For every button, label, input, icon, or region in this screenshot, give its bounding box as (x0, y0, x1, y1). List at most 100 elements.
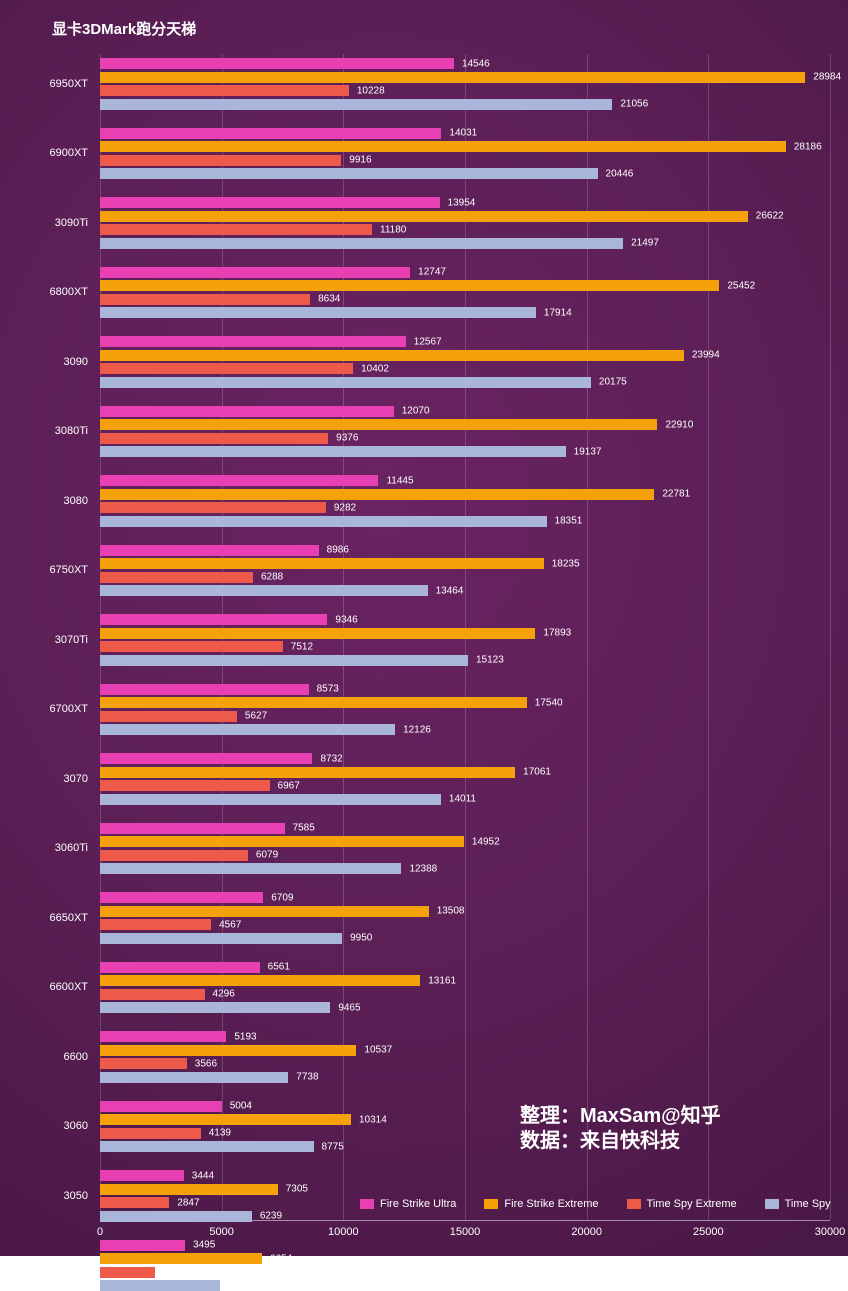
chart-canvas: 0500010000150002000025000300006950XT1454… (0, 0, 848, 1256)
legend-swatch (360, 1199, 374, 1209)
y-axis-label: 6600XT (0, 981, 88, 993)
bar-value-label: 15123 (476, 655, 504, 666)
bar-tse (100, 294, 310, 305)
bar-value-label: 17540 (535, 697, 563, 708)
bar-value-label: 8634 (318, 294, 340, 305)
bar-value-label: 6079 (256, 850, 278, 861)
bar-tse (100, 1197, 169, 1208)
bar-value-label: 6239 (260, 1211, 282, 1222)
bar-fsu (100, 1101, 222, 1112)
y-axis-label: 3080Ti (0, 425, 88, 437)
bar-tse (100, 363, 353, 374)
bar-fse (100, 1045, 356, 1056)
bar-tse (100, 641, 283, 652)
legend-item-fsu: Fire Strike Ultra (360, 1198, 456, 1210)
bar-value-label: 2847 (177, 1197, 199, 1208)
y-axis-label: 6650XT (0, 912, 88, 924)
bar-ts (100, 1072, 288, 1083)
bar-fsu (100, 753, 312, 764)
bar-value-label: 3444 (192, 1170, 214, 1181)
bar-value-label: 19137 (574, 446, 602, 457)
bar-ts (100, 933, 342, 944)
legend-label: Fire Strike Ultra (380, 1198, 456, 1210)
bar-tse (100, 85, 349, 96)
legend-swatch (765, 1199, 779, 1209)
bar-fsu (100, 614, 327, 625)
y-axis-label: 3080 (0, 495, 88, 507)
bar-value-label: 9376 (336, 433, 358, 444)
bar-fse (100, 211, 748, 222)
bar-fsu (100, 336, 406, 347)
bar-value-label: 8732 (320, 753, 342, 764)
y-axis-label: 3090Ti (0, 217, 88, 229)
bar-fsu (100, 128, 441, 139)
bar-value-label: 12070 (402, 406, 430, 417)
y-axis-label: 6500XT (0, 1259, 88, 1271)
bar-fse (100, 141, 786, 152)
bar-ts (100, 724, 395, 735)
bar-value-label: 9916 (349, 155, 371, 166)
bar-value-label: 10228 (357, 85, 385, 96)
bar-value-label: 6288 (261, 572, 283, 583)
bar-fsu (100, 267, 410, 278)
bar-value-label: 14546 (462, 58, 490, 69)
bar-fsu (100, 197, 440, 208)
bar-ts (100, 794, 441, 805)
bar-ts (100, 863, 401, 874)
bar-value-label: 7512 (291, 641, 313, 652)
bar-tse (100, 224, 372, 235)
bar-value-label: 8986 (327, 545, 349, 556)
bar-fsu (100, 58, 454, 69)
bar-tse (100, 1128, 201, 1139)
bar-value-label: 8775 (322, 1141, 344, 1152)
bar-tse (100, 919, 211, 930)
bar-ts (100, 1141, 314, 1152)
bar-value-label: 9465 (338, 1002, 360, 1013)
gridline (830, 54, 831, 1220)
y-axis-label: 6700XT (0, 703, 88, 715)
bar-ts (100, 1002, 330, 1013)
bar-ts (100, 655, 468, 666)
y-axis-label: 6600 (0, 1051, 88, 1063)
y-axis-label: 6900XT (0, 147, 88, 159)
bar-fsu (100, 1240, 185, 1251)
y-axis-label: 3070Ti (0, 634, 88, 646)
bar-value-label: 28984 (813, 72, 841, 83)
bar-value-label: 12126 (403, 724, 431, 735)
bar-value-label: 4296 (213, 989, 235, 1000)
bar-value-label: 7738 (296, 1072, 318, 1083)
bar-value-label: 4567 (219, 919, 241, 930)
bar-value-label: 17914 (544, 307, 572, 318)
legend-item-ts: Time Spy (765, 1198, 831, 1210)
bar-ts (100, 99, 612, 110)
bar-value-label: 18235 (552, 558, 580, 569)
bar-value-label: 6967 (278, 780, 300, 791)
bar-fse (100, 1253, 262, 1264)
bar-fse (100, 419, 657, 430)
bar-ts (100, 446, 566, 457)
bar-value-label: 10314 (359, 1114, 387, 1125)
bar-ts (100, 1211, 252, 1222)
chart-title: 显卡3DMark跑分天梯 (52, 18, 196, 39)
bar-fse (100, 975, 420, 986)
legend-swatch (627, 1199, 641, 1209)
bar-value-label: 13508 (437, 906, 465, 917)
bar-ts (100, 307, 536, 318)
bar-tse (100, 850, 248, 861)
bar-value-label: 26622 (756, 211, 784, 222)
chart-credit: 整理：MaxSam@知乎数据：来自快科技 (520, 1104, 721, 1154)
y-axis-label: 3050 (0, 1190, 88, 1202)
y-axis-label: 6800XT (0, 286, 88, 298)
bar-value-label: 20175 (599, 377, 627, 388)
bar-value-label: 12388 (409, 863, 437, 874)
bar-tse (100, 155, 341, 166)
x-axis-label: 10000 (328, 1226, 359, 1238)
bar-ts (100, 377, 591, 388)
y-axis-label: 3070 (0, 773, 88, 785)
bar-value-label: 14952 (472, 836, 500, 847)
bar-ts (100, 238, 623, 249)
bar-tse (100, 989, 205, 1000)
bar-value-label: 25452 (727, 280, 755, 291)
bar-tse (100, 1267, 155, 1278)
bar-value-label: 17061 (523, 767, 551, 778)
